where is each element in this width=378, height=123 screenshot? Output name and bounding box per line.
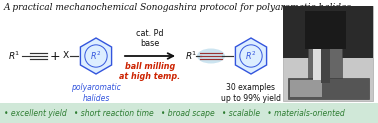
Bar xyxy=(305,11,346,49)
Bar xyxy=(321,19,330,83)
Bar xyxy=(313,19,325,83)
Text: polyaromatic
halides: polyaromatic halides xyxy=(71,83,121,103)
Text: $R^1$: $R^1$ xyxy=(8,50,20,62)
Text: • excellent yield   • short reaction time   • broad scape   • scalable   • mater: • excellent yield • short reaction time … xyxy=(4,108,345,117)
Text: $R^1$: $R^1$ xyxy=(185,50,197,62)
Text: X: X xyxy=(63,52,69,61)
Polygon shape xyxy=(81,38,112,74)
Bar xyxy=(283,6,373,101)
Text: A practical mechanochemical Sonogashira protocol for polyaromatic halides: A practical mechanochemical Sonogashira … xyxy=(4,3,352,12)
Bar xyxy=(0,103,378,123)
Text: cat. Pd
base: cat. Pd base xyxy=(136,29,164,48)
Text: $R^2$: $R^2$ xyxy=(90,50,102,62)
Bar xyxy=(308,17,342,84)
Text: +: + xyxy=(50,49,60,62)
Polygon shape xyxy=(235,38,266,74)
Text: 30 examples
up to 99% yield: 30 examples up to 99% yield xyxy=(221,83,281,103)
Text: $R^2$: $R^2$ xyxy=(245,50,257,62)
Text: ball milling
at high temp.: ball milling at high temp. xyxy=(119,62,181,81)
Bar xyxy=(283,6,373,58)
Bar xyxy=(288,78,369,99)
Ellipse shape xyxy=(197,48,225,63)
Bar xyxy=(290,80,322,97)
